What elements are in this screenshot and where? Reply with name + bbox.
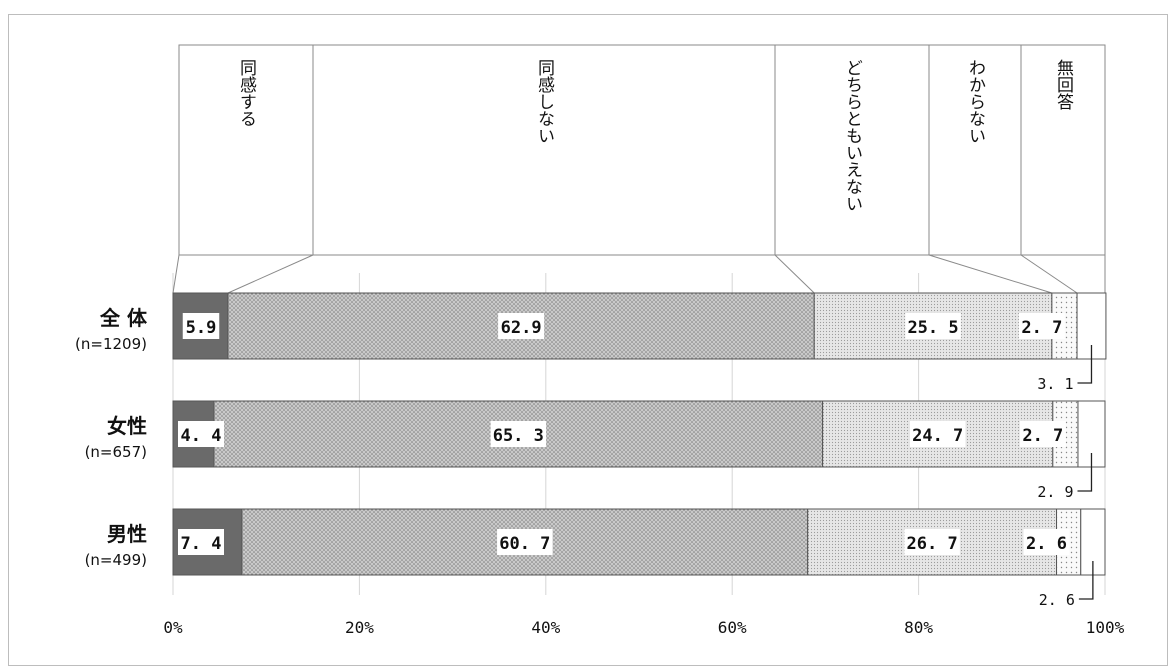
- data-label: 3. 1: [1037, 375, 1073, 393]
- data-label: 5.9: [186, 318, 217, 338]
- category-label: 女性: [107, 414, 147, 438]
- data-label: 26. 7: [907, 534, 958, 554]
- data-label: 2. 9: [1037, 483, 1073, 501]
- legend-connector: [928, 254, 1053, 294]
- legend-label: 同感する: [236, 59, 257, 127]
- category-n-label: (n=1209): [75, 335, 147, 353]
- x-tick-label: 20%: [345, 618, 374, 637]
- legend-box: [774, 44, 930, 256]
- data-label-bg: [1018, 313, 1065, 339]
- legend-box: [178, 44, 314, 256]
- legend-connector: [774, 254, 815, 294]
- legend-box: [1020, 44, 1106, 256]
- category-label: 男性: [107, 522, 147, 546]
- data-label-bg: [497, 529, 553, 555]
- x-tick-label: 40%: [531, 618, 560, 637]
- category-label: 全 体: [99, 306, 148, 330]
- data-label: 2. 6: [1026, 534, 1067, 554]
- data-label: 65. 3: [493, 426, 544, 446]
- legend-connector: [172, 254, 180, 294]
- data-label-bg: [490, 421, 547, 447]
- x-tick-label: 80%: [904, 618, 933, 637]
- legend-label: 同感しない: [534, 59, 555, 144]
- data-label-bg: [904, 529, 960, 555]
- chart-frame: 同感する 同感しない どちらともいえない わからない 無回答 全 体 (n=1209) 5.…: [8, 14, 1168, 666]
- callout-line: [1077, 345, 1093, 384]
- data-label: 62.9: [501, 318, 542, 338]
- data-label-bg: [178, 421, 224, 447]
- data-label: 60. 7: [499, 534, 550, 554]
- callout-line: [1078, 561, 1094, 600]
- callout-line: [1077, 453, 1093, 492]
- data-label: 24. 7: [912, 426, 963, 446]
- data-label: 2. 7: [1022, 426, 1063, 446]
- data-label: 2. 6: [1039, 591, 1075, 609]
- x-tick-label: 100%: [1086, 618, 1125, 637]
- category-n-label: (n=657): [85, 443, 147, 461]
- data-label-bg: [905, 313, 961, 339]
- data-label-bg: [1019, 421, 1066, 447]
- legend-connector: [1020, 254, 1078, 294]
- data-label: 25. 5: [907, 318, 958, 338]
- data-label-bg: [909, 421, 966, 447]
- data-label: 2. 7: [1021, 318, 1062, 338]
- x-tick-label: 60%: [718, 618, 747, 637]
- data-label-bg: [498, 313, 545, 339]
- data-label: 7. 4: [181, 534, 222, 554]
- legend-label: 無回答: [1053, 59, 1074, 110]
- data-label-bg: [182, 313, 220, 339]
- data-label-bg: [178, 529, 224, 555]
- category-n-label: (n=499): [85, 551, 147, 569]
- x-tick-label: 0%: [163, 618, 183, 637]
- legend-connector: [227, 254, 314, 294]
- stacked-bar-chart: 同感する 同感しない どちらともいえない わからない 無回答 全 体 (n=1209) 5.…: [75, 44, 1125, 637]
- data-label-bg: [1023, 529, 1070, 555]
- data-label: 4. 4: [181, 426, 222, 446]
- legend-label: わからない: [965, 59, 985, 144]
- legend-label: どちらともいえない: [842, 59, 862, 212]
- legend-box: [928, 44, 1022, 256]
